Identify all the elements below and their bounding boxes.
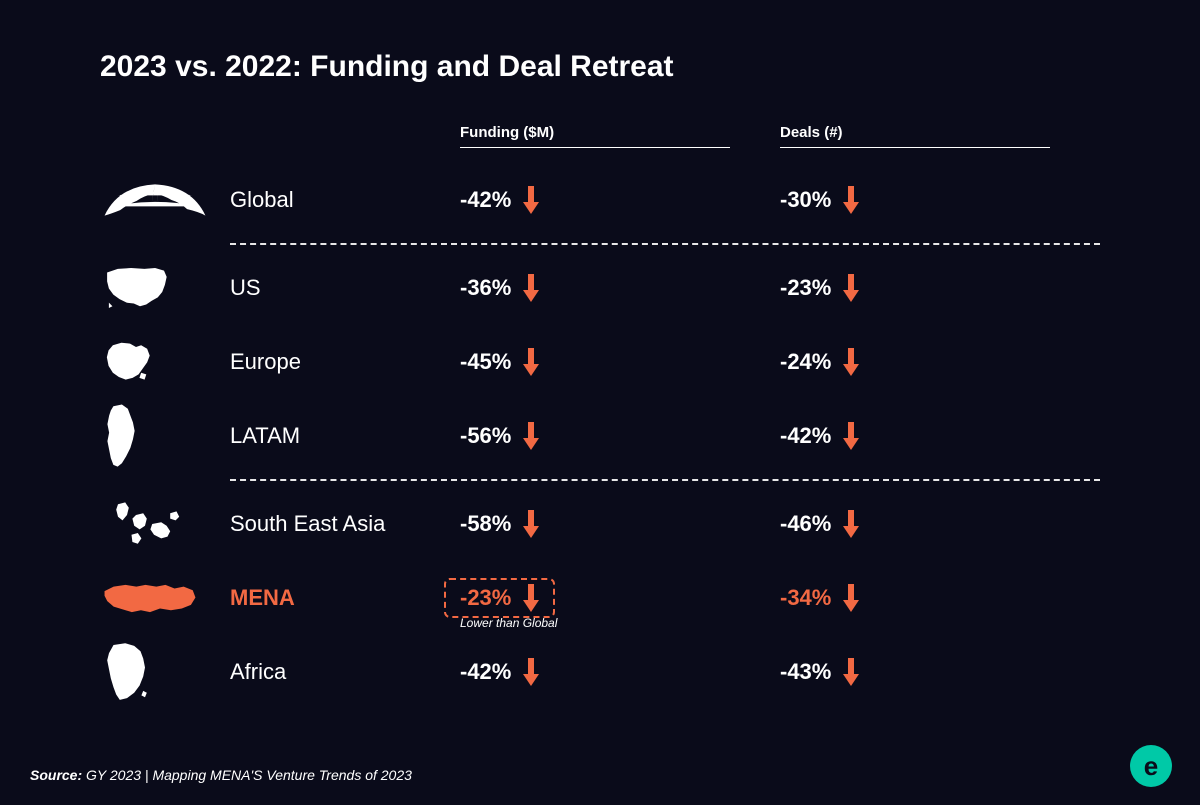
sea-map-icon xyxy=(100,497,230,551)
europe-map-icon xyxy=(100,337,230,387)
arrow-down-icon xyxy=(523,348,539,376)
divider xyxy=(230,243,1100,245)
table-row: South East Asia -58% -46% xyxy=(100,487,1100,561)
deals-value: -43% xyxy=(780,658,1100,686)
deals-value: -34% xyxy=(780,584,1100,612)
region-label: US xyxy=(230,275,460,301)
region-label: Europe xyxy=(230,349,460,375)
arrow-down-icon xyxy=(843,658,859,686)
arrow-down-icon xyxy=(843,348,859,376)
table-row: Africa -42% -43% xyxy=(100,635,1100,709)
funding-value: -36% xyxy=(460,274,780,302)
region-label: South East Asia xyxy=(230,511,460,537)
deals-value: -30% xyxy=(780,186,1100,214)
globe-icon xyxy=(100,177,230,223)
deals-value: -24% xyxy=(780,348,1100,376)
region-label: MENA xyxy=(230,585,460,611)
annotation-text: Lower than Global xyxy=(460,616,557,630)
table-row: LATAM -56% -42% xyxy=(100,399,1100,473)
column-headers: Funding ($M) Deals (#) xyxy=(100,124,1100,148)
us-map-icon xyxy=(100,263,230,313)
arrow-down-icon xyxy=(843,274,859,302)
deals-value: -23% xyxy=(780,274,1100,302)
funding-value: -58% xyxy=(460,510,780,538)
region-label: Global xyxy=(230,187,460,213)
arrow-down-icon xyxy=(843,186,859,214)
table-row: Global -42% -30% xyxy=(100,163,1100,237)
mena-map-icon xyxy=(100,577,230,619)
funding-value: -42% xyxy=(460,186,780,214)
arrow-down-icon xyxy=(523,510,539,538)
funding-value: -42% xyxy=(460,658,780,686)
arrow-down-icon xyxy=(843,584,859,612)
source-citation: Source: GY 2023 | Mapping MENA'S Venture… xyxy=(30,767,412,783)
page-title: 2023 vs. 2022: Funding and Deal Retreat xyxy=(100,50,1100,84)
funding-header: Funding ($M) xyxy=(460,124,730,148)
latam-map-icon xyxy=(100,402,230,470)
brand-logo: e xyxy=(1130,745,1172,787)
highlight-box: -23% xyxy=(444,578,555,618)
divider xyxy=(230,479,1100,481)
funding-value: -56% xyxy=(460,422,780,450)
table-row-highlighted: MENA -23% Lower than Global -34% xyxy=(100,561,1100,635)
africa-map-icon xyxy=(100,640,230,704)
table-row: US -36% -23% xyxy=(100,251,1100,325)
deals-value: -46% xyxy=(780,510,1100,538)
arrow-down-icon xyxy=(523,422,539,450)
arrow-down-icon xyxy=(523,584,539,612)
region-label: Africa xyxy=(230,659,460,685)
deals-value: -42% xyxy=(780,422,1100,450)
region-label: LATAM xyxy=(230,423,460,449)
arrow-down-icon xyxy=(843,510,859,538)
arrow-down-icon xyxy=(523,658,539,686)
deals-header: Deals (#) xyxy=(780,124,1050,148)
arrow-down-icon xyxy=(843,422,859,450)
funding-value: -45% xyxy=(460,348,780,376)
funding-value: -23% Lower than Global xyxy=(460,578,780,618)
table-row: Europe -45% -24% xyxy=(100,325,1100,399)
arrow-down-icon xyxy=(523,186,539,214)
arrow-down-icon xyxy=(523,274,539,302)
